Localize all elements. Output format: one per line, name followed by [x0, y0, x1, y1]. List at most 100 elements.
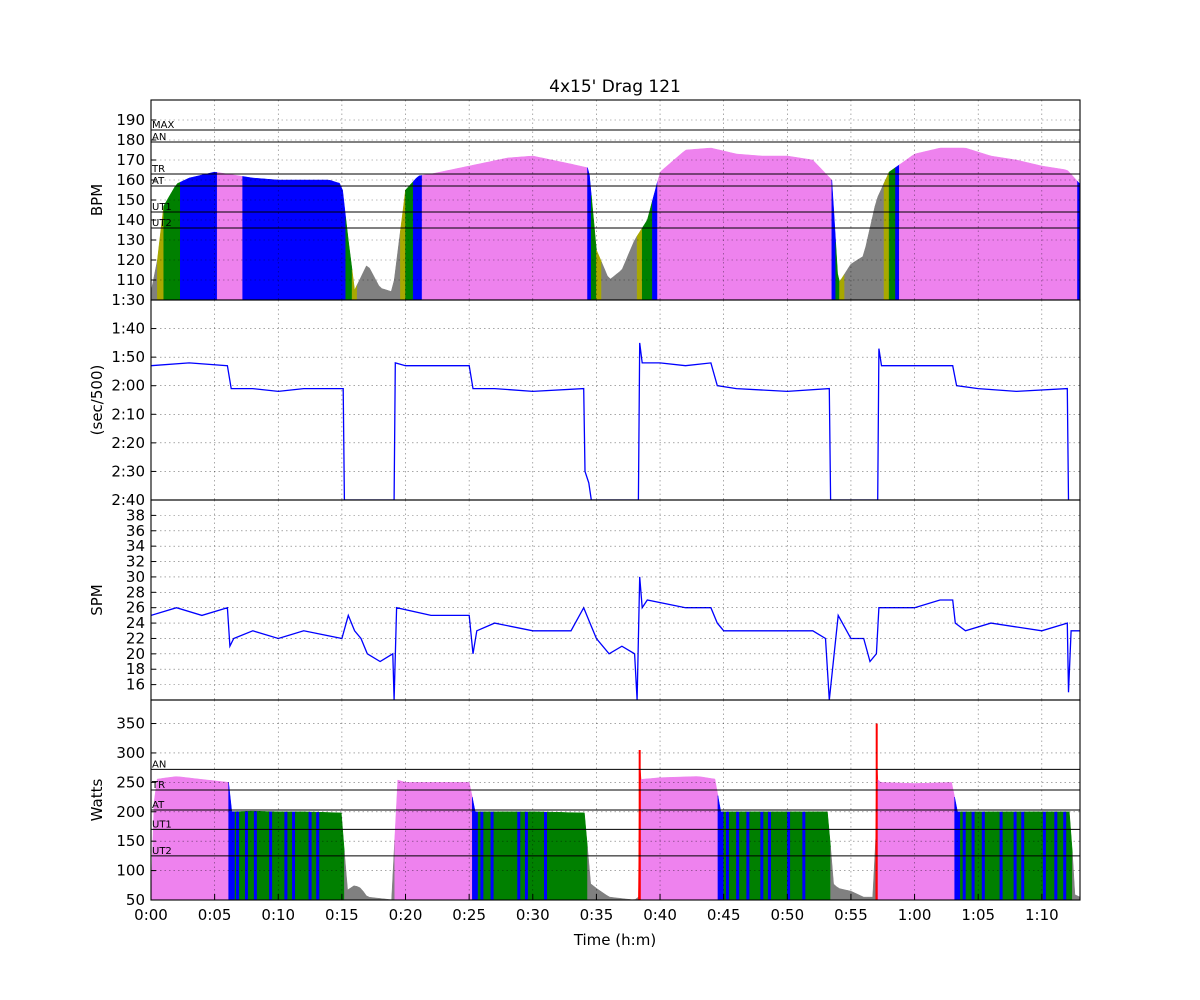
- power-ytick-5: 300: [116, 744, 145, 762]
- xtick-label-1: 0:05: [198, 906, 232, 924]
- power-zone-label-1: TR: [151, 780, 165, 791]
- power-ylabel: Watts: [88, 779, 106, 822]
- spm-ytick-8: 32: [126, 553, 145, 571]
- hr-ytick-4: 150: [116, 191, 145, 209]
- hr-ytick-6: 170: [116, 151, 145, 169]
- hr-area-19: [652, 181, 658, 300]
- xtick-label-0: 0:00: [134, 906, 168, 924]
- hr-area-11: [412, 175, 423, 300]
- hr-ytick-8: 190: [116, 111, 145, 129]
- spm-ytick-1: 18: [126, 660, 145, 678]
- spm-ytick-3: 22: [126, 629, 145, 647]
- power-area-10: [717, 795, 724, 900]
- power-zone-label-2: AT: [152, 800, 165, 811]
- hr-ytick-3: 140: [116, 211, 145, 229]
- hr-ytick-2: 130: [116, 231, 145, 249]
- xtick-label-13: 1:05: [961, 906, 995, 924]
- pace-ytick-5: 2:20: [111, 434, 145, 452]
- spm-ytick-9: 34: [126, 537, 145, 555]
- spm-ytick-10: 36: [126, 522, 145, 540]
- power-area-15: [954, 797, 961, 900]
- hr-area-14: [591, 195, 597, 300]
- pace-frame: [150, 299, 1081, 501]
- pace-ytick-2: 1:50: [111, 348, 145, 366]
- hr-area-6: [345, 217, 353, 300]
- hr-area-10: [405, 180, 414, 300]
- hr-area-20: [657, 147, 833, 300]
- power-zone-label-0: AN: [152, 759, 166, 770]
- hr-zone-label-2: TR: [151, 164, 165, 175]
- spm-ylabel: SPM: [88, 584, 106, 616]
- hr-area-29: [1077, 180, 1080, 300]
- power-ytick-1: 100: [116, 862, 145, 880]
- spm-plot-area: [151, 576, 1080, 700]
- power-frame: [150, 699, 1081, 901]
- spm-ytick-11: 38: [126, 506, 145, 524]
- hr-area-8: [356, 230, 401, 300]
- spm-ytick-0: 16: [126, 676, 145, 694]
- hr-area-3: [180, 171, 218, 300]
- hr-ytick-0: 110: [116, 271, 145, 289]
- hr-area-27: [895, 164, 900, 300]
- xtick-label-6: 0:30: [516, 906, 550, 924]
- hr-ytick-1: 120: [116, 251, 145, 269]
- power-ytick-0: 50: [126, 891, 145, 909]
- power-area-9: [640, 776, 719, 900]
- hr-zone-label-4: UT1: [152, 202, 172, 213]
- xtick-label-8: 0:40: [643, 906, 677, 924]
- power-area-3: [344, 839, 395, 900]
- spm-ytick-5: 26: [126, 599, 145, 617]
- pace-ytick-3: 2:00: [111, 377, 145, 395]
- pace-ytick-7: 2:40: [111, 491, 145, 509]
- spm-ytick-2: 20: [126, 645, 145, 663]
- pace-ytick-4: 2:10: [111, 405, 145, 423]
- hr-ytick-5: 160: [116, 171, 145, 189]
- pace-ytick-0: 1:30: [111, 291, 145, 309]
- hr-zone-label-5: UT2: [152, 218, 172, 229]
- xtick-label-4: 0:20: [389, 906, 423, 924]
- spm-ytick-4: 24: [126, 614, 145, 632]
- pace-series-line: [151, 342, 1070, 500]
- pace-ytick-6: 2:30: [111, 462, 145, 480]
- hr-area-4: [216, 172, 243, 300]
- xtick-label-12: 1:00: [898, 906, 932, 924]
- power-area-17: [1072, 852, 1080, 900]
- hr-area-1: [157, 205, 164, 300]
- xtick-label-14: 1:10: [1025, 906, 1059, 924]
- power-area-0: [151, 776, 229, 900]
- pace-ylabel: (sec/500): [88, 365, 106, 436]
- xtick-label-7: 0:35: [580, 906, 614, 924]
- hr-area-13: [587, 167, 592, 300]
- power-zone-label-3: UT1: [152, 819, 172, 830]
- spm-series-line: [151, 576, 1080, 700]
- chart-title: 4x15' Drag 121: [549, 77, 681, 97]
- hr-ylabel: BPM: [88, 184, 106, 216]
- hr-zone-label-1: AN: [152, 132, 166, 143]
- power-ytick-6: 350: [116, 715, 145, 733]
- hr-zone-label-3: AT: [152, 176, 165, 187]
- hr-ytick-7: 180: [116, 131, 145, 149]
- power-zone-label-4: UT2: [152, 846, 172, 857]
- hr-area-16: [601, 235, 638, 300]
- power-ytick-3: 200: [116, 803, 145, 821]
- xtick-label-9: 0:45: [707, 906, 741, 924]
- spm-ytick-6: 28: [126, 583, 145, 601]
- xtick-label-5: 0:25: [452, 906, 486, 924]
- time-axis: 0:00 0:05 0:10 0:15 0:20 0:25 0:30 0:35 0:40 0:45…: [134, 894, 1059, 924]
- hr-area-7: [351, 269, 358, 300]
- hr-area-9: [400, 189, 406, 300]
- hr-area-17: [636, 227, 643, 300]
- power-panel: 50 100 150 200 250 300 350 AN TR AT UT1 UT2 Watts: [88, 699, 1081, 909]
- hr-area-22: [835, 242, 840, 300]
- hr-area-24: [844, 183, 885, 300]
- spm-ytick-7: 30: [126, 568, 145, 586]
- xtick-label-10: 0:50: [770, 906, 804, 924]
- hr-plot-area: [151, 147, 1080, 300]
- hr-area-5: [242, 176, 346, 300]
- xtick-label-2: 0:10: [261, 906, 295, 924]
- power-area-14: [877, 778, 955, 900]
- power-area-12: [830, 839, 876, 900]
- hr-zone-label-0: MAX: [152, 120, 174, 131]
